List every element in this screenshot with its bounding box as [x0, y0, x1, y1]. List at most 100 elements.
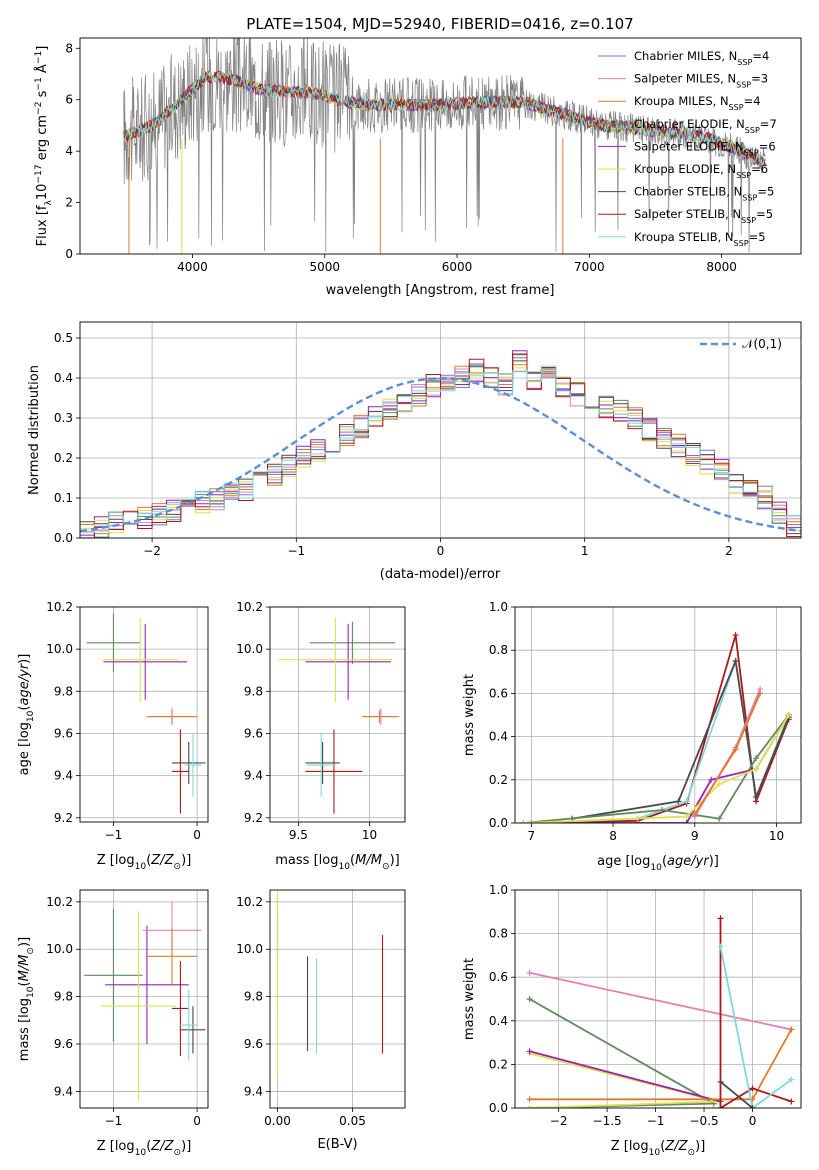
label-part: ⊙	[174, 862, 182, 872]
axes-frame	[514, 606, 802, 824]
label-part: erg cm	[35, 115, 50, 164]
legend-label: Kroupa MILES, NSSP=4	[634, 94, 761, 112]
label-part: (	[350, 853, 355, 868]
data-point-marker	[717, 1105, 724, 1108]
mass-weight-series	[719, 946, 792, 1108]
y-tick-label: 0.1	[54, 491, 73, 505]
data-point-marker	[753, 794, 760, 801]
label-part: 10	[26, 710, 36, 722]
legend-label: Salpeter ELODIE, NSSP=6	[634, 139, 776, 157]
y-tick-label: 4	[65, 144, 73, 158]
label-part: )]	[17, 937, 32, 947]
label-part: Z [log	[97, 853, 135, 868]
mass-weight-series	[529, 1029, 793, 1101]
y-tick-label: 9.8	[54, 990, 73, 1004]
y-tick-label: 9.8	[244, 990, 263, 1004]
y-axis-label: Flux [fλ10−17 erg cm−2 s−1 Å−1]	[34, 46, 54, 247]
x-tick-label: 9	[691, 829, 699, 843]
y-tick-label: 9.2	[244, 811, 263, 825]
data-point-marker	[675, 798, 682, 805]
data-point-marker	[716, 781, 723, 788]
y-tick-label: 1.0	[489, 883, 508, 897]
label-part: =4	[744, 94, 761, 108]
axes-frame	[79, 37, 802, 255]
label-part: Chabrier STELIB, N	[634, 185, 742, 199]
y-tick-label: 0.8	[489, 927, 508, 941]
y-tick-label: 0.3	[54, 411, 73, 425]
x-axis-label: age [log10(age/yr)]	[597, 854, 719, 873]
x-tick-label: −1	[105, 1114, 123, 1128]
histogram-series	[80, 353, 801, 538]
x-tick-label: 7000	[574, 260, 605, 274]
y-tick-label: 0.6	[489, 970, 508, 984]
label-part: Salpeter MILES, N	[634, 72, 736, 86]
data-point-marker	[691, 811, 698, 818]
y-tick-label: 9.2	[54, 811, 73, 825]
data-point-marker	[520, 820, 527, 823]
y-tick-label: 9.6	[54, 726, 73, 740]
normal-curve	[80, 377, 801, 533]
y-tick-label: 9.4	[244, 1084, 263, 1098]
label-part: Z/Z	[664, 1139, 688, 1154]
y-tick-label: 0	[65, 247, 73, 261]
label-part: ⊙	[688, 1148, 696, 1158]
x-tick-label: 0.05	[339, 1114, 366, 1128]
y-tick-label: 0.4	[489, 730, 508, 744]
panel-mass-vs-EBV: 0.00 0.05 9.4 9.6 9.8 10.0 10.2 E(B-V)	[236, 889, 406, 1152]
label-part: ]	[35, 46, 50, 51]
label-part: SSP	[742, 193, 757, 202]
y-tick-label: 0.2	[489, 1057, 508, 1071]
mass-weight-series	[523, 714, 790, 823]
data-point-marker	[526, 1048, 533, 1055]
label-part: Z/Z	[150, 853, 174, 868]
x-tick-label: −1	[287, 544, 305, 558]
y-tick-label: 10.2	[236, 895, 263, 909]
label-part: Chabrier MILES, N	[634, 49, 737, 63]
data-point-marker	[708, 776, 715, 783]
x-tick-label: 8000	[706, 260, 737, 274]
label-part: SSP	[744, 148, 759, 157]
data-point-marker	[526, 1105, 533, 1108]
y-tick-label: 9.8	[244, 684, 263, 698]
y-tick-label: 10.0	[46, 642, 73, 656]
x-tick-label: −1	[105, 828, 123, 842]
mass-weight-series	[531, 660, 790, 823]
label-part: −2	[34, 102, 44, 115]
label-part: ⊙	[382, 862, 390, 872]
x-tick-label: 6000	[442, 260, 473, 274]
label-part: λ	[44, 200, 54, 206]
x-tick-label: 4000	[177, 260, 208, 274]
y-tick-label: 0.4	[54, 371, 73, 385]
label-part: (	[662, 854, 667, 869]
label-part: ⊙	[26, 947, 36, 955]
label-part: 10	[35, 184, 50, 201]
x-tick-label: 0	[193, 828, 201, 842]
label-part: −1	[34, 77, 44, 90]
mass-weight-lines	[526, 915, 795, 1108]
data-point-marker	[716, 815, 723, 822]
label-part: Flux [f	[35, 205, 50, 246]
x-tick-label: 1	[581, 544, 589, 558]
panel-mass-weight-vs-Z: −2 −1.5 −1 −0.5 0 0.0 0.2 0.4 0.6 0.8 1.0 Z [log10(…	[462, 883, 802, 1158]
label-part: (	[17, 981, 32, 986]
legend-label: Chabrier STELIB, NSSP=5	[634, 185, 774, 203]
data-point-marker	[717, 1078, 724, 1085]
label-part: =5	[756, 207, 773, 221]
data-point-marker	[683, 798, 690, 805]
label-part: −1	[34, 51, 44, 64]
x-axis-label: Z [log10(Z/Z⊙)]	[97, 853, 192, 872]
y-tick-label: 0.4	[489, 1014, 508, 1028]
label-part: )]	[695, 1139, 705, 1154]
errorbars	[278, 617, 400, 814]
y-tick-label: 1.0	[489, 600, 508, 614]
label-part: −17	[34, 164, 44, 183]
label-part: (	[146, 853, 151, 868]
y-tick-label: 9.6	[54, 1037, 73, 1051]
data-point-marker	[526, 1096, 533, 1103]
y-tick-label: 9.8	[54, 684, 73, 698]
y-tick-label: 10.0	[236, 642, 263, 656]
label-part: 10	[650, 863, 662, 873]
data-point-marker	[753, 755, 760, 762]
x-tick-label: 9.5	[289, 828, 308, 842]
